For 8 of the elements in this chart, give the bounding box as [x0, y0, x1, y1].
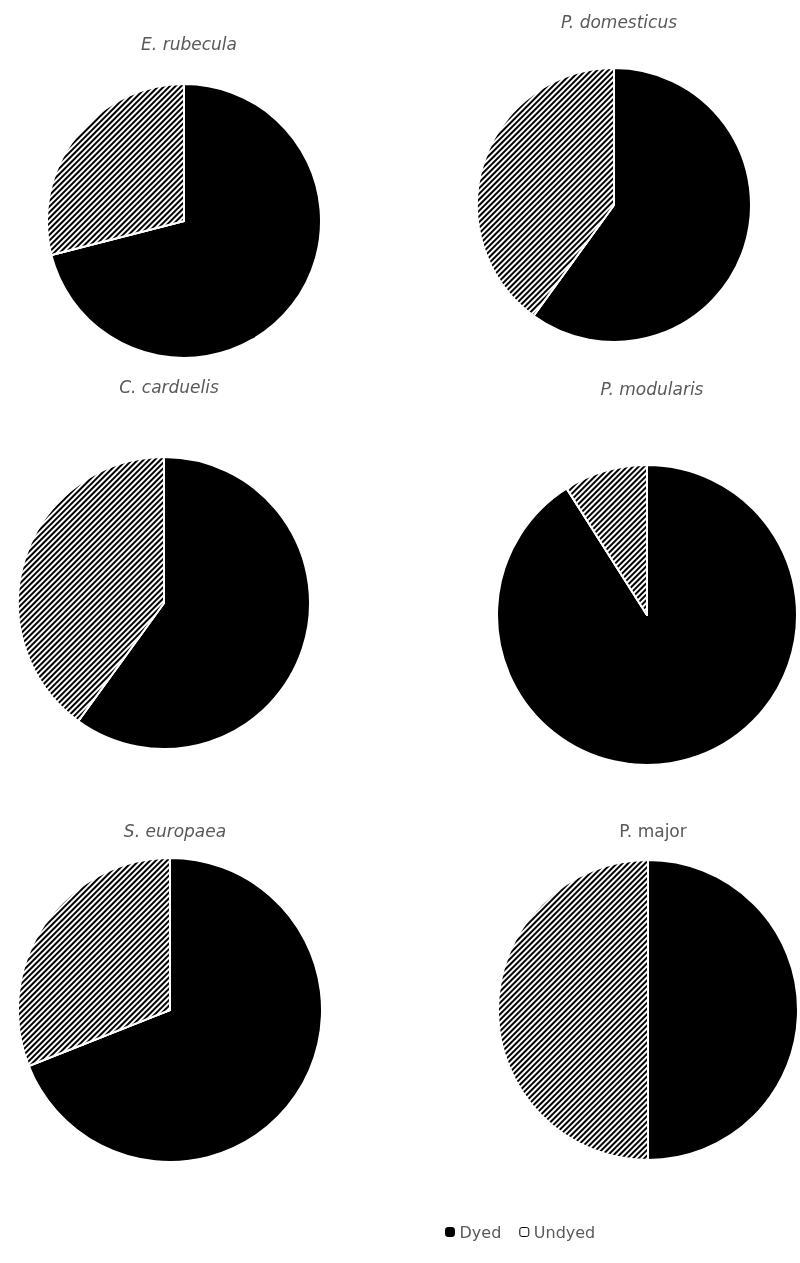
- chart-title: P. domesticus: [560, 11, 678, 32]
- chart-title: E. rubecula: [141, 33, 237, 54]
- chart-title: P. major: [619, 820, 687, 841]
- legend-label: Dyed: [459, 1222, 502, 1242]
- slice-label: Undyed: [533, 1222, 596, 1242]
- chart-title: S. europaea: [123, 820, 227, 841]
- chart-title: P. modularis: [600, 378, 704, 399]
- chart-title: C. carduelis: [119, 376, 220, 397]
